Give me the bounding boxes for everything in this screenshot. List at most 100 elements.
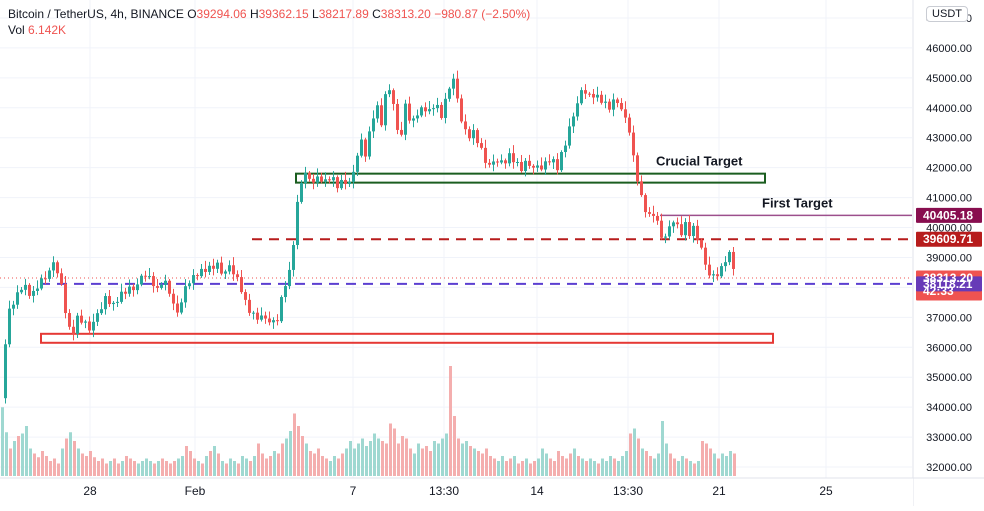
candle-body [96, 313, 99, 322]
candle-body [436, 104, 439, 109]
volume-bar [561, 456, 564, 476]
candle-body [724, 262, 727, 267]
volume-bar [389, 423, 392, 476]
volume-bar [697, 461, 700, 476]
volume-bar [337, 458, 340, 476]
volume-bar [425, 446, 428, 476]
candle-body [284, 286, 287, 298]
candle-body [280, 297, 283, 322]
volume-bar [209, 451, 212, 476]
volume-bar [33, 453, 36, 476]
candle-body [180, 302, 183, 313]
volume-bar [725, 456, 728, 476]
candle-body [8, 308, 11, 345]
time-axis-bg [0, 478, 913, 506]
volume-value: 6.142K [28, 23, 67, 37]
chart-legend: Bitcoin / TetherUS, 4h, BINANCE O39294.0… [8, 6, 530, 38]
candle-body [60, 273, 63, 285]
currency-button[interactable]: USDT [926, 6, 968, 22]
candle-body [376, 105, 379, 119]
candle-body [112, 302, 115, 305]
candle-body [708, 264, 711, 276]
candle-body [100, 309, 103, 314]
candle-body [636, 155, 639, 182]
volume-bar [181, 456, 184, 476]
price-label-text: 42:33 [923, 284, 954, 298]
volume-bar [433, 441, 436, 476]
volume-bar [133, 461, 136, 476]
volume-bar [469, 446, 472, 476]
candle-body [476, 130, 479, 144]
volume-bar [65, 438, 68, 476]
support-zone [40, 332, 774, 344]
candle-body [152, 276, 155, 287]
candle-body [560, 152, 563, 171]
y-tick-label: 35000.00 [926, 372, 972, 384]
volume-bar [437, 443, 440, 476]
volume-bar [477, 451, 480, 476]
volume-bar [21, 433, 24, 476]
candle-body [128, 286, 131, 294]
x-tick-label: 14 [530, 484, 544, 498]
volume-bar [405, 438, 408, 476]
candle-body [292, 245, 295, 270]
volume-bar [13, 441, 16, 476]
candle-body [12, 304, 15, 309]
volume-bar [713, 453, 716, 476]
candle-body [184, 286, 187, 303]
candle-body [692, 225, 695, 237]
candle-body [544, 161, 547, 170]
candle-body [204, 268, 207, 272]
volume-bar [173, 461, 176, 476]
volume-bar [237, 463, 240, 476]
volume-bar [145, 458, 148, 476]
volume-bar [341, 453, 344, 476]
volume-bar [89, 451, 92, 476]
candle-body [656, 215, 659, 221]
symbol-title: Bitcoin / TetherUS, 4h, BINANCE [8, 7, 184, 21]
volume-bar [137, 463, 140, 476]
volume-bar [489, 456, 492, 476]
candle-body [716, 274, 719, 277]
volume-bar [617, 461, 620, 476]
volume-bar [177, 458, 180, 476]
volume-bar [421, 448, 424, 476]
candle-body [20, 289, 23, 293]
volume-bar [285, 438, 288, 476]
volume-row: Vol 6.142K [8, 22, 530, 38]
x-tick-label: 28 [83, 484, 97, 498]
y-tick-label: 43000.00 [926, 133, 972, 145]
candle-body [388, 90, 391, 95]
volume-bar [689, 461, 692, 476]
candle-body [672, 222, 675, 227]
candle-body [648, 212, 651, 214]
price-label-text: 39609.71 [923, 232, 973, 246]
candle-body [492, 161, 495, 165]
volume-bar [69, 432, 72, 476]
volume-bar [685, 458, 688, 476]
candle-body [120, 291, 123, 302]
candle-body [600, 94, 603, 103]
volume-bar [81, 453, 84, 476]
candle-body [360, 139, 363, 156]
candle-body [564, 145, 567, 153]
candle-body [464, 121, 467, 130]
volume-bar [189, 451, 192, 476]
volume-bar [317, 448, 320, 476]
candle-body [56, 262, 59, 274]
volume-bar [417, 443, 420, 476]
candle-body [620, 103, 623, 110]
volume-bar [637, 438, 640, 476]
volume-bar [37, 457, 40, 476]
volume-bar [5, 432, 8, 476]
volume-bar [409, 448, 412, 476]
volume-bar [269, 456, 272, 476]
candle-body [108, 296, 111, 305]
volume-bar [585, 461, 588, 476]
volume-bar [325, 458, 328, 476]
volume-bar [149, 461, 152, 476]
candle-body [332, 177, 335, 181]
volume-bar [393, 428, 396, 476]
volume-bar [289, 431, 292, 476]
